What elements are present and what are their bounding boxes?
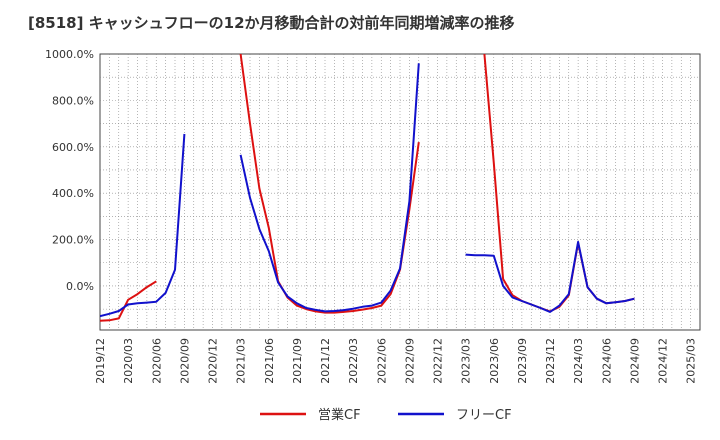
x-tick-label: 2020/03 bbox=[122, 338, 135, 384]
y-tick-label: 0.0% bbox=[66, 280, 94, 293]
x-tick-label: 2024/12 bbox=[657, 338, 670, 384]
x-axis-tick-labels: 2019/12 2020/03 2020/06 2020/09 2020/12 2021/… bbox=[94, 338, 698, 384]
x-tick-label: 2023/12 bbox=[544, 338, 557, 384]
y-gridlines bbox=[100, 76, 700, 310]
y-tick-label: 600.0% bbox=[52, 141, 94, 154]
x-tick-label: 2021/12 bbox=[319, 338, 332, 384]
series-line-operating-cf bbox=[100, 280, 157, 322]
legend: 営業CF フリーCF bbox=[260, 407, 512, 423]
x-tick-label: 2023/03 bbox=[460, 338, 473, 384]
y-tick-label: 200.0% bbox=[52, 234, 94, 247]
x-tick-label: 2025/03 bbox=[685, 338, 698, 384]
y-tick-label: 800.0% bbox=[52, 94, 94, 107]
x-tick-label: 2020/12 bbox=[207, 338, 220, 384]
series-line-operating-cf bbox=[239, 54, 420, 314]
y-axis-tick-labels: 0.0% 200.0% 400.0% 600.0% 800.0% 1000.0% bbox=[45, 48, 94, 293]
chart-title: [8518] キャッシュフローの12か月移動合計の対前年同期増減率の推移 bbox=[28, 14, 515, 32]
x-tick-label: 2022/03 bbox=[347, 338, 360, 384]
legend-label-operating-cf: 営業CF bbox=[318, 407, 361, 423]
x-tick-label: 2024/09 bbox=[628, 338, 641, 384]
series-layer bbox=[100, 54, 635, 322]
x-tick-label: 2021/09 bbox=[291, 338, 304, 384]
x-tick-label: 2021/06 bbox=[263, 338, 276, 384]
series-line-free-cf bbox=[465, 240, 635, 313]
x-tick-label: 2023/06 bbox=[488, 338, 501, 384]
legend-label-free-cf: フリーCF bbox=[456, 408, 512, 423]
series-line-free-cf bbox=[100, 133, 186, 318]
x-tick-label: 2022/09 bbox=[403, 338, 416, 384]
x-gridlines bbox=[109, 54, 691, 330]
x-tick-label: 2024/06 bbox=[600, 338, 613, 384]
x-tick-label: 2022/12 bbox=[432, 338, 445, 384]
x-tick-label: 2021/03 bbox=[235, 338, 248, 384]
x-tick-label: 2020/09 bbox=[178, 338, 191, 384]
x-tick-label: 2019/12 bbox=[94, 338, 107, 384]
x-tick-label: 2024/03 bbox=[572, 338, 585, 384]
x-tick-label: 2020/06 bbox=[150, 338, 163, 384]
series-line-free-cf bbox=[239, 63, 420, 313]
y-tick-label: 400.0% bbox=[52, 187, 94, 200]
y-tick-label: 1000.0% bbox=[45, 48, 94, 61]
x-tick-label: 2022/06 bbox=[375, 338, 388, 384]
x-tick-label: 2023/09 bbox=[516, 338, 529, 384]
